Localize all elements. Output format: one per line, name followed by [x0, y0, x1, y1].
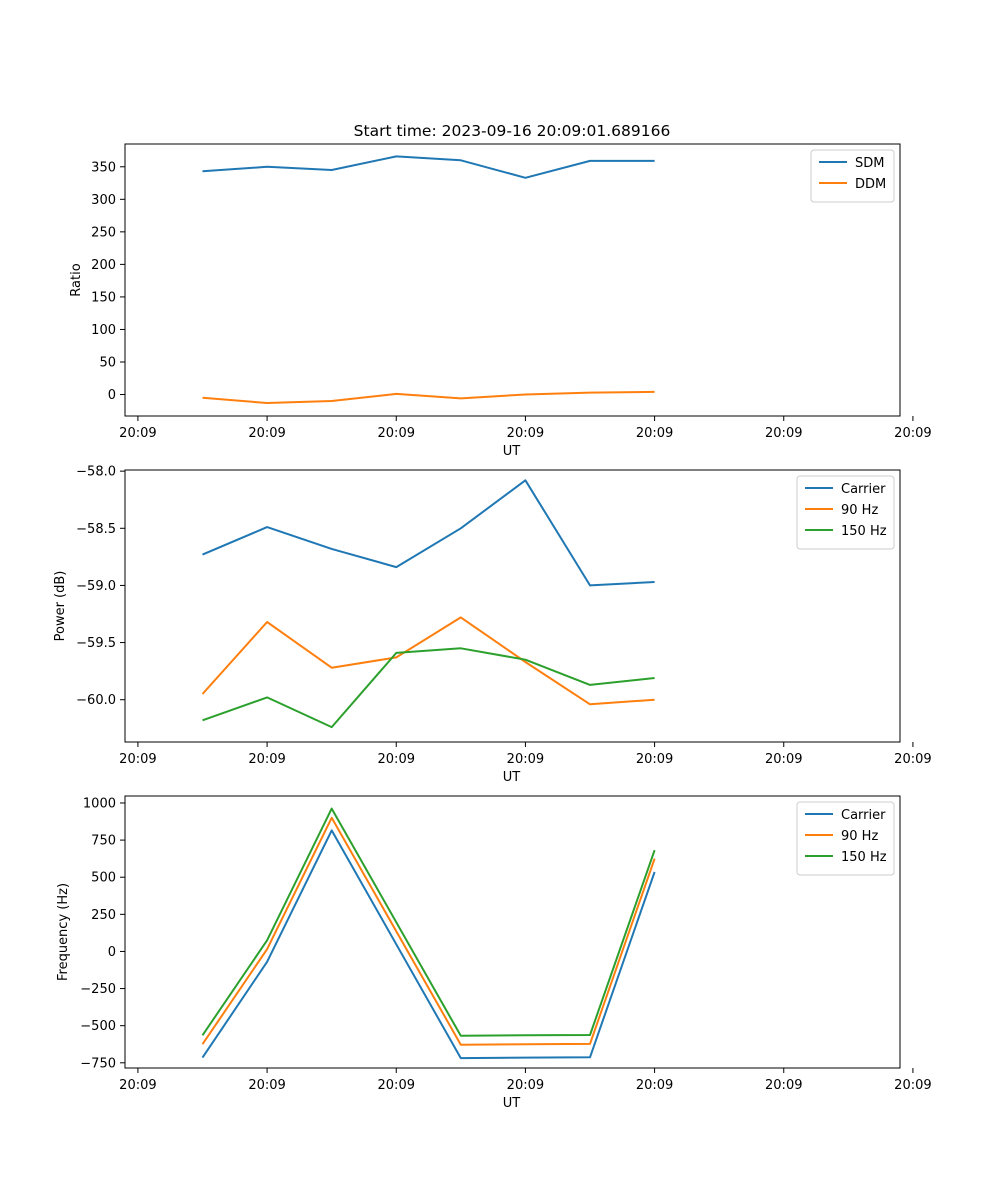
power-panel: 20:0920:0920:0920:0920:0920:0920:0920:10… — [53, 465, 932, 785]
frequency-x-tick-label: 20:09 — [378, 1078, 415, 1093]
frequency-panel: 20:0920:0920:0920:0920:0920:0920:0920:10… — [56, 795, 932, 1111]
power-legend: Carrier 90 Hz 150 Hz — [796, 475, 895, 550]
frequency-y-tick-label: −500 — [80, 1019, 116, 1034]
ratio-x-tick-label: 20:09 — [378, 426, 415, 441]
power-y-tick-label: −58.0 — [76, 465, 116, 480]
ratio-series-sdm-line — [202, 155, 655, 179]
power-series-90-hz-line — [201, 616, 655, 706]
power-x-tick-label: 20:09 — [378, 752, 415, 767]
frequency-series-150-hz-line — [201, 807, 656, 1037]
power-y-tick-label: −58.5 — [76, 522, 116, 537]
power-y-tick-label: −59.5 — [76, 636, 116, 651]
ratio-y-tick-label: 50 — [99, 355, 116, 370]
frequency-x-tick-label: 20:09 — [765, 1078, 802, 1093]
ratio-x-tick-label: 20:09 — [507, 426, 544, 441]
ratio-y-tick-label: 0 — [108, 388, 116, 403]
ratio-y-tick-label: 300 — [91, 193, 116, 208]
frequency-y-tick-label: 1000 — [83, 796, 116, 811]
ratio-y-tick-label: 150 — [91, 290, 116, 305]
frequency-y-tick-label: 250 — [91, 908, 116, 923]
power-x-tick-label: 20:09 — [248, 752, 285, 767]
power-legend-label: 150 Hz — [841, 524, 887, 539]
frequency-x-tick-label: 20:09 — [636, 1078, 673, 1093]
ratio-x-tick-label: 20:09 — [248, 426, 285, 441]
frequency-y-tick-label: 500 — [91, 871, 116, 886]
power-x-tick-label: 20:09 — [119, 752, 156, 767]
frequency-series-90-hz-line — [201, 816, 656, 1046]
ratio-x-tick-label: 20:09 — [894, 426, 931, 441]
ratio-series-ddm-line — [202, 390, 655, 404]
frequency-y-tick-label: −750 — [80, 1056, 116, 1071]
frequency-legend-label: 90 Hz — [841, 829, 878, 844]
ratio-x-tick-label: 20:09 — [636, 426, 673, 441]
frequency-axes-frame — [124, 795, 901, 1069]
frequency-x-tick-label: 20:09 — [248, 1078, 285, 1093]
ratio-y-tick-label: 100 — [91, 323, 116, 338]
power-legend-label: 90 Hz — [841, 503, 878, 518]
frequency-series-carrier-line — [201, 829, 656, 1060]
ratio-x-axis-label: UT — [503, 444, 521, 459]
ratio-y-tick-label: 350 — [91, 160, 116, 175]
power-series-150-hz-line — [202, 647, 655, 729]
power-x-tick-label: 20:09 — [765, 752, 802, 767]
power-x-tick-label: 20:09 — [507, 752, 544, 767]
ratio-legend-label: SDM — [855, 156, 884, 171]
power-y-tick-label: −60.0 — [76, 693, 116, 708]
ratio-axes-frame — [124, 143, 901, 417]
ratio-x-tick-label: 20:09 — [119, 426, 156, 441]
ratio-y-tick-label: 250 — [91, 225, 116, 240]
ratio-legend-label: DDM — [855, 177, 886, 192]
power-series-carrier-line — [202, 479, 655, 587]
power-legend-label: Carrier — [841, 482, 886, 497]
power-x-tick-label: 20:09 — [636, 752, 673, 767]
ratio-panel: 20:0920:0920:0920:0920:0920:0920:0920:10… — [69, 143, 932, 459]
frequency-y-tick-label: 0 — [108, 945, 116, 960]
power-axes-frame — [124, 469, 901, 743]
frequency-x-tick-label: 20:09 — [119, 1078, 156, 1093]
frequency-x-tick-label: 20:09 — [894, 1078, 931, 1093]
frequency-x-tick-label: 20:09 — [507, 1078, 544, 1093]
frequency-y-tick-label: 750 — [91, 834, 116, 849]
figure-title: Start time: 2023-09-16 20:09:01.689166 — [354, 122, 671, 140]
frequency-legend-label: Carrier — [841, 808, 886, 823]
ratio-legend: SDM DDM — [810, 149, 895, 203]
ratio-y-axis-label: Ratio — [69, 263, 84, 296]
frequency-y-axis-label: Frequency (Hz) — [56, 883, 71, 981]
frequency-legend: Carrier 90 Hz 150 Hz — [796, 801, 895, 876]
frequency-legend-label: 150 Hz — [841, 850, 887, 865]
power-x-tick-label: 20:09 — [894, 752, 931, 767]
ratio-y-tick-label: 200 — [91, 258, 116, 273]
frequency-x-axis-label: UT — [503, 1096, 521, 1111]
frequency-y-tick-label: −250 — [80, 982, 116, 997]
ratio-x-tick-label: 20:09 — [765, 426, 802, 441]
power-x-axis-label: UT — [503, 770, 521, 785]
power-y-tick-label: −59.0 — [76, 579, 116, 594]
power-y-axis-label: Power (dB) — [53, 571, 68, 642]
